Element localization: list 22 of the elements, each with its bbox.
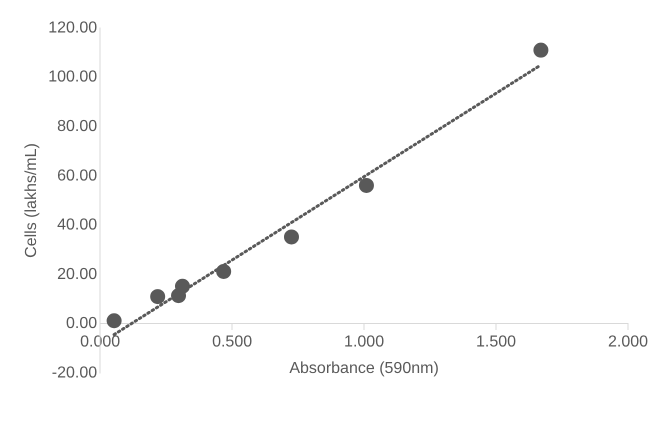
point: [216, 264, 232, 279]
point: [106, 313, 122, 328]
y-tick-label: 80.00: [57, 118, 98, 135]
y-tick-label: 20.00: [57, 266, 98, 283]
x-tick-label: 1.000: [344, 334, 384, 351]
y-axis-title: Cells (lakhs/mL): [23, 143, 40, 258]
point: [533, 42, 548, 58]
point: [150, 289, 166, 304]
y-tick-label: 0.00: [66, 315, 98, 332]
point: [358, 178, 374, 193]
x-tick-label: 0.000: [80, 334, 120, 351]
y-tick-label: 60.00: [57, 167, 98, 184]
y-tick-label: -20.00: [52, 364, 98, 382]
x-axis-title: Absorbance (590nm): [289, 360, 439, 377]
x-tick-label: 0.500: [212, 334, 252, 351]
point: [284, 229, 299, 244]
point: [174, 278, 190, 294]
x-tick-label: 1.500: [476, 334, 516, 351]
y-tick-label: 120.00: [48, 19, 98, 36]
y-tick-label: 40.00: [57, 216, 98, 234]
y-tick-label: 100.00: [48, 68, 98, 86]
x-tick-label: 2.000: [608, 334, 648, 351]
